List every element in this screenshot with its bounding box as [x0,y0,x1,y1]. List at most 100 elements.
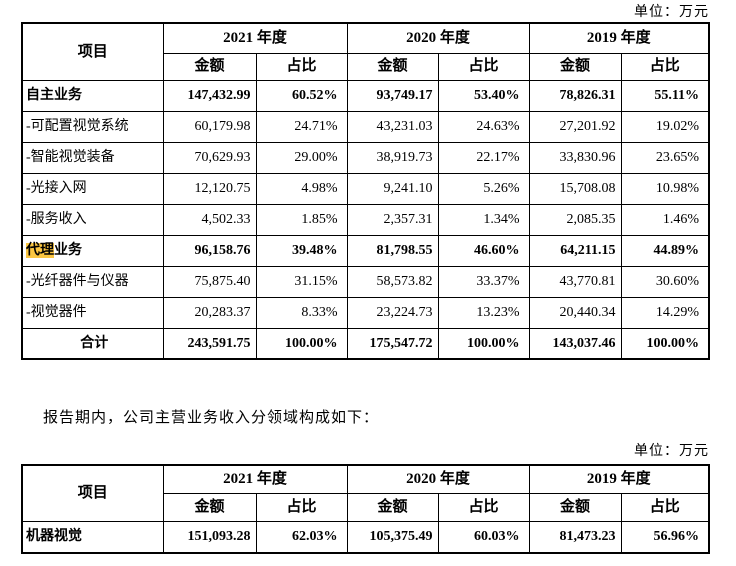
ratio-cell: 100.00% [255,327,348,360]
table-row-machine-vision: 机器视觉 151,093.28 62.03% 105,375.49 60.03%… [21,520,710,554]
ratio-cell: 30.60% [620,265,710,298]
table-row-self-business: 自主业务 147,432.99 60.52% 93,749.17 53.40% … [21,79,710,112]
sub-header-row: 金额 占比 金额 占比 金额 占比 [22,52,710,81]
item-column-header: 项目 [21,464,164,522]
ratio-cell: 53.40% [437,79,530,112]
amount-header-2019: 金额 [528,52,622,81]
ratio-cell: 100.00% [437,327,530,360]
amount-cell: 147,432.99 [162,79,257,112]
amount-cell: 60,179.98 [162,110,257,143]
amount-cell: 58,573.82 [346,265,439,298]
ratio-cell: 1.85% [255,203,348,236]
amount-cell: 75,875.40 [162,265,257,298]
item-column-header: 项目 [21,22,164,81]
amount-header-2020: 金额 [346,52,439,81]
row-label: 机器视觉 [21,520,164,554]
amount-cell: 151,093.28 [162,520,257,554]
ratio-cell: 24.63% [437,110,530,143]
row-label: 自主业务 [21,79,164,112]
row-label: -智能视觉装备 [21,141,164,174]
ratio-cell: 56.96% [620,520,710,554]
revenue-by-field-table: 项目 2021 年度 2020 年度 2019 年度 金额 占比 金额 占比 金… [21,464,711,554]
ratio-cell: 100.00% [620,327,710,360]
ratio-cell: 44.89% [620,234,710,267]
ratio-header-2021: 占比 [255,492,348,522]
table-row-total: 合计 243,591.75 100.00% 175,547.72 100.00%… [21,327,710,360]
amount-cell: 93,749.17 [346,79,439,112]
amount-cell: 4,502.33 [162,203,257,236]
amount-cell: 15,708.08 [528,172,622,205]
row-label: -可配置视觉系统 [21,110,164,143]
ratio-cell: 33.37% [437,265,530,298]
table-row-service-income: -服务收入 4,502.33 1.85% 2,357.31 1.34% 2,08… [21,203,710,236]
unit-label-bottom: 单位：万元 [634,444,709,459]
amount-header-2021: 金额 [162,492,257,522]
amount-cell: 43,770.81 [528,265,622,298]
row-label: -光接入网 [21,172,164,205]
ratio-header-2021: 占比 [255,52,348,81]
table-row-agency-business: 代理业务 96,158.76 39.48% 81,798.55 46.60% 6… [21,234,710,267]
table-row-optical-access: -光接入网 12,120.75 4.98% 9,241.10 5.26% 15,… [21,172,710,205]
ratio-header-2019: 占比 [620,52,710,81]
year-header-row: 项目 2021 年度 2020 年度 2019 年度 [21,22,710,81]
year-header-2020: 2020 年度 [346,22,530,54]
ratio-cell: 23.65% [620,141,710,174]
ratio-cell: 22.17% [437,141,530,174]
amount-cell: 243,591.75 [162,327,257,360]
amount-cell: 2,085.35 [528,203,622,236]
amount-header-2020: 金额 [346,492,439,522]
ratio-cell: 62.03% [255,520,348,554]
ratio-cell: 5.26% [437,172,530,205]
ratio-cell: 60.03% [437,520,530,554]
year-header-2021: 2021 年度 [162,22,348,54]
table-row-vision-components: -视觉器件 20,283.37 8.33% 23,224.73 13.23% 2… [21,296,710,329]
ratio-cell: 1.46% [620,203,710,236]
amount-cell: 96,158.76 [162,234,257,267]
unit-label-top: 单位：万元 [634,5,709,20]
amount-cell: 64,211.15 [528,234,622,267]
amount-cell: 33,830.96 [528,141,622,174]
sub-header-row: 金额 占比 金额 占比 金额 占比 [22,492,710,522]
amount-cell: 175,547.72 [346,327,439,360]
amount-cell: 20,283.37 [162,296,257,329]
ratio-cell: 24.71% [255,110,348,143]
year-header-2019: 2019 年度 [528,22,710,54]
amount-cell: 2,357.31 [346,203,439,236]
amount-cell: 78,826.31 [528,79,622,112]
amount-cell: 20,440.34 [528,296,622,329]
amount-header-2021: 金额 [162,52,257,81]
ratio-cell: 46.60% [437,234,530,267]
ratio-cell: 14.29% [620,296,710,329]
ratio-cell: 60.52% [255,79,348,112]
revenue-by-business-table: 项目 2021 年度 2020 年度 2019 年度 金额 占比 金额 占比 金… [21,22,711,360]
amount-cell: 81,473.23 [528,520,622,554]
ratio-header-2020: 占比 [437,52,530,81]
amount-cell: 9,241.10 [346,172,439,205]
amount-cell: 23,224.73 [346,296,439,329]
ratio-cell: 4.98% [255,172,348,205]
amount-cell: 143,037.46 [528,327,622,360]
row-label: -视觉器件 [21,296,164,329]
row-label-rest: 业务 [54,242,82,258]
year-header-2021: 2021 年度 [162,464,348,494]
paragraph: 报告期内，公司主营业务收入分领域构成如下： [43,410,380,426]
year-header-2020: 2020 年度 [346,464,530,494]
highlighted-text: 代理 [26,242,54,258]
table-row-fiber-devices: -光纤器件与仪器 75,875.40 31.15% 58,573.82 33.3… [21,265,710,298]
ratio-cell: 55.11% [620,79,710,112]
ratio-cell: 19.02% [620,110,710,143]
ratio-cell: 29.00% [255,141,348,174]
amount-cell: 43,231.03 [346,110,439,143]
ratio-cell: 8.33% [255,296,348,329]
amount-cell: 38,919.73 [346,141,439,174]
amount-cell: 70,629.93 [162,141,257,174]
ratio-cell: 39.48% [255,234,348,267]
amount-cell: 81,798.55 [346,234,439,267]
row-label: 合计 [21,327,164,360]
amount-cell: 105,375.49 [346,520,439,554]
row-label: 代理业务 [21,234,164,267]
year-header-row: 项目 2021 年度 2020 年度 2019 年度 [21,464,710,522]
amount-cell: 12,120.75 [162,172,257,205]
amount-cell: 27,201.92 [528,110,622,143]
